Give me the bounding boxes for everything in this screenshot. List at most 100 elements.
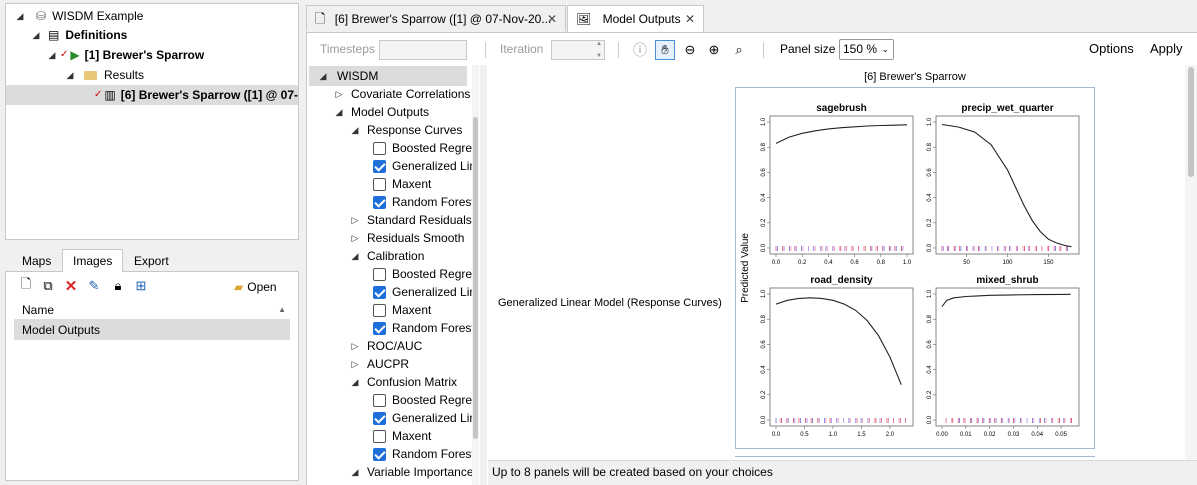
folder-icon bbox=[84, 70, 97, 80]
checkbox[interactable] bbox=[373, 159, 386, 173]
y-tick-label: 0.4 bbox=[761, 193, 767, 202]
viewer-scrollbar[interactable] bbox=[1185, 65, 1197, 460]
tree-scrollbar[interactable] bbox=[472, 65, 479, 485]
collapse-triangle-icon[interactable]: ◢ bbox=[66, 70, 74, 80]
info-icon[interactable]: ⓘ bbox=[633, 42, 647, 58]
apply-button[interactable]: Apply bbox=[1150, 41, 1183, 56]
collapse-triangle-icon[interactable]: ◢ bbox=[319, 71, 327, 81]
database-icon: ⛁ bbox=[36, 9, 47, 23]
tree-node-aucpr[interactable]: ▷ AUCPR bbox=[349, 354, 409, 374]
checkbox-item[interactable]: Boosted Regres bbox=[373, 264, 478, 284]
tab-maps[interactable]: Maps bbox=[22, 254, 52, 268]
checkbox-item[interactable]: Maxent bbox=[373, 174, 431, 194]
close-icon[interactable]: ✕ bbox=[546, 12, 557, 26]
checkbox-item[interactable]: Random Forest bbox=[373, 444, 475, 464]
copy-icon[interactable]: ⧉ bbox=[43, 278, 53, 293]
edit-icon[interactable]: ✎ bbox=[88, 278, 100, 293]
new-file-icon[interactable]: 🗋 bbox=[20, 276, 32, 291]
y-tick-label: 0.8 bbox=[927, 142, 933, 151]
checkbox-item[interactable]: Generalized Line bbox=[373, 156, 479, 176]
lock-icon[interactable]: 🔒︎ bbox=[114, 278, 122, 293]
stepper-down-icon[interactable]: ▼ bbox=[596, 53, 602, 59]
tree-node-covariate-correlations[interactable]: ▷ Covariate Correlations bbox=[333, 84, 471, 104]
checkbox-item[interactable]: Random Forest bbox=[373, 318, 475, 338]
zoom-fit-icon[interactable]: ⌕ bbox=[735, 42, 743, 57]
checkbox-item[interactable]: Generalized Line bbox=[373, 282, 479, 302]
checkbox-item[interactable]: Boosted Regres bbox=[373, 138, 478, 158]
expand-triangle-icon[interactable]: ▷ bbox=[351, 215, 359, 225]
iteration-stepper[interactable]: ▲ ▼ bbox=[551, 40, 605, 60]
checkbox-item[interactable]: Maxent bbox=[373, 426, 431, 446]
open-button[interactable]: ▰ Open bbox=[234, 277, 277, 297]
response-curves-chart: Predicted Value sagebrush 0.0 0.2 0.4 0.6 0.8 1… bbox=[740, 103, 1080, 438]
tab-model-outputs[interactable]: 🖼︎ Model Outputs ✕ bbox=[567, 5, 704, 32]
tree-node-root[interactable]: ◢ ⛁ WISDM Example bbox=[14, 6, 144, 26]
timesteps-input[interactable] bbox=[379, 40, 467, 60]
zoom-in-icon[interactable]: ⊕ bbox=[708, 42, 720, 57]
checkbox[interactable] bbox=[373, 285, 386, 299]
y-tick-label: 1.0 bbox=[927, 289, 933, 298]
delete-icon[interactable]: ✕ bbox=[64, 278, 78, 295]
checkbox-item[interactable]: Maxent bbox=[373, 300, 431, 320]
tree-node-scenario[interactable]: ◢ ✓ ▶ [1] Brewer's Sparrow bbox=[46, 45, 205, 65]
checkbox[interactable] bbox=[373, 321, 386, 335]
tree-node-calibration[interactable]: ◢ Calibration bbox=[349, 246, 425, 266]
panel-size-select[interactable]: 150 % ⌄ bbox=[839, 39, 894, 60]
expand-triangle-icon[interactable]: ▷ bbox=[351, 341, 359, 351]
name-column-header[interactable]: Name ▲ bbox=[14, 300, 290, 320]
tree-node-model-outputs[interactable]: ◢ Model Outputs bbox=[333, 102, 430, 122]
collapse-triangle-icon[interactable]: ◢ bbox=[32, 30, 40, 40]
image-icon: 🖼︎ bbox=[576, 12, 592, 26]
collapse-triangle-icon[interactable]: ◢ bbox=[351, 125, 359, 135]
tree-node-variable-importance[interactable]: ◢ Variable Importance bbox=[349, 462, 474, 482]
checkbox[interactable] bbox=[373, 267, 386, 281]
tree-node-roc-auc[interactable]: ▷ ROC/AUC bbox=[349, 336, 423, 356]
tree-node-confusion-matrix[interactable]: ◢ Confusion Matrix bbox=[349, 372, 458, 392]
checkbox[interactable] bbox=[373, 141, 386, 155]
tree-node-definitions[interactable]: ◢ ▤ Definitions bbox=[30, 25, 128, 45]
tree-node-wisdm-label: WISDM bbox=[337, 69, 379, 83]
checkbox-item[interactable]: Boosted Regres bbox=[373, 390, 478, 410]
checkbox[interactable] bbox=[373, 411, 386, 425]
checkbox-item[interactable]: Random Forest bbox=[373, 192, 475, 212]
tab-images[interactable]: Images bbox=[62, 249, 124, 273]
tab-result-document[interactable]: 🗋 [6] Brewer's Sparrow ([1] @ 07-Nov-20.… bbox=[306, 5, 566, 31]
tree-scrollbar-thumb[interactable] bbox=[473, 117, 478, 439]
collapse-triangle-icon[interactable]: ◢ bbox=[335, 107, 343, 117]
list-item[interactable]: Model Outputs bbox=[14, 320, 290, 340]
collapse-triangle-icon[interactable]: ◢ bbox=[16, 11, 24, 21]
expand-triangle-icon[interactable]: ▷ bbox=[335, 89, 343, 99]
checkbox[interactable] bbox=[373, 429, 386, 443]
collapse-triangle-icon[interactable]: ◢ bbox=[351, 251, 359, 261]
zoom-out-icon[interactable]: ⊖ bbox=[684, 42, 696, 57]
stepper-up-icon[interactable]: ▲ bbox=[596, 41, 602, 47]
expand-triangle-icon[interactable]: ▷ bbox=[351, 233, 359, 243]
options-button[interactable]: Options bbox=[1089, 41, 1134, 56]
checkbox[interactable] bbox=[373, 177, 386, 191]
tree-node-results[interactable]: ◢ Results bbox=[64, 65, 144, 85]
timesteps-label: Timesteps bbox=[320, 42, 375, 56]
checkbox-item[interactable]: Generalized Line bbox=[373, 408, 479, 428]
tab-export[interactable]: Export bbox=[134, 254, 169, 268]
collapse-triangle-icon[interactable]: ◢ bbox=[48, 50, 56, 60]
close-icon[interactable]: ✕ bbox=[684, 12, 695, 26]
checkbox[interactable] bbox=[373, 393, 386, 407]
viewer-toolbar: Timesteps Iteration ▲ ▼ ⓘ ✋︎ ⊖ ⊕ ⌕ Panel… bbox=[307, 33, 1197, 65]
viewer-scrollbar-thumb[interactable] bbox=[1188, 67, 1194, 177]
collapse-triangle-icon[interactable]: ◢ bbox=[351, 467, 359, 477]
tree-node-wisdm[interactable]: ◢ WISDM bbox=[309, 66, 467, 86]
expand-triangle-icon[interactable]: ▷ bbox=[351, 359, 359, 369]
add-image-icon[interactable]: ⊞ bbox=[135, 278, 147, 293]
name-column-header-label: Name bbox=[22, 303, 55, 317]
tree-node-result-item[interactable]: ✓ ▥ [6] Brewer's Sparrow ([1] @ 07- bbox=[6, 85, 298, 105]
lower-panel: Maps Images Export 🗋 ⧉ ✕ ✎ 🔒︎ ⊞ ▰ Open Na… bbox=[5, 249, 299, 481]
checkbox[interactable] bbox=[373, 447, 386, 461]
tree-node-residuals-smooth[interactable]: ▷ Residuals Smooth bbox=[349, 228, 465, 248]
tree-node-standard-residuals[interactable]: ▷ Standard Residuals bbox=[349, 210, 472, 230]
tree-node-response-curves[interactable]: ◢ Response Curves bbox=[349, 120, 463, 140]
checkbox[interactable] bbox=[373, 195, 386, 209]
pan-hand-icon[interactable]: ✋︎ bbox=[655, 40, 675, 60]
checkbox[interactable] bbox=[373, 303, 386, 317]
splitter[interactable] bbox=[480, 65, 487, 485]
collapse-triangle-icon[interactable]: ◢ bbox=[351, 377, 359, 387]
